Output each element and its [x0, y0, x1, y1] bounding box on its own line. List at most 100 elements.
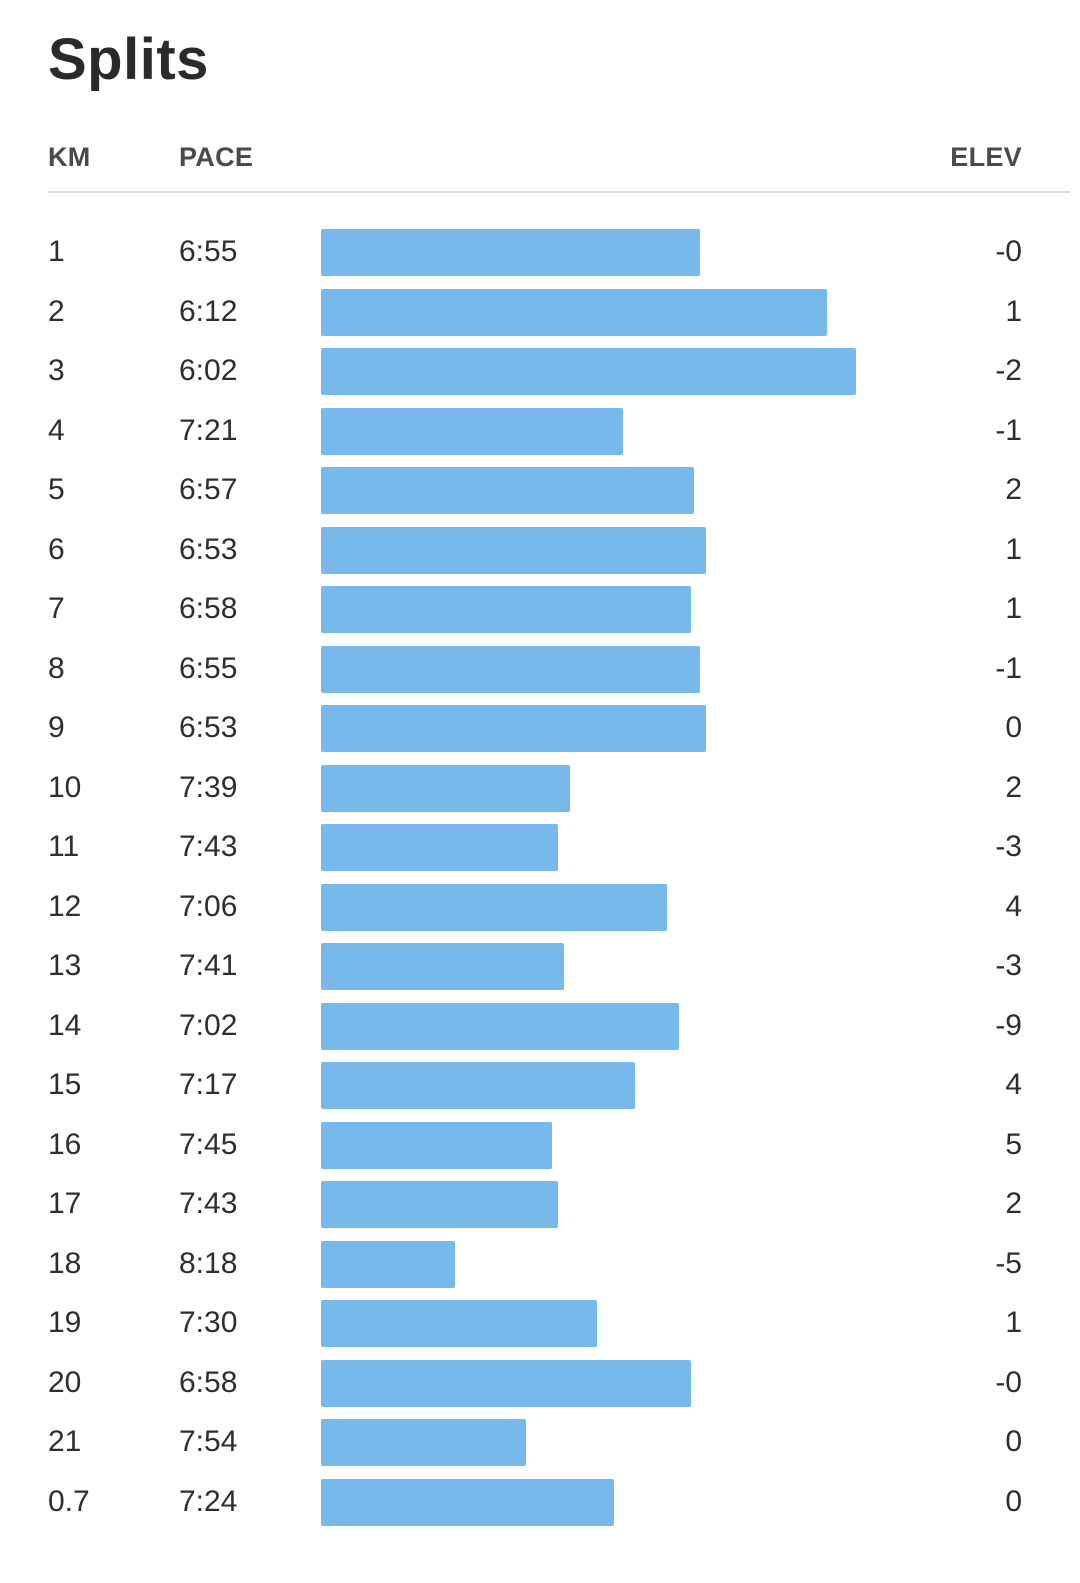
split-elev: -0 — [995, 235, 1022, 268]
pace-bar — [321, 407, 623, 455]
split-elev: -3 — [995, 949, 1022, 982]
split-row: 8 6:55 -1 — [0, 640, 1080, 700]
split-row: 5 6:57 2 — [0, 461, 1080, 521]
pace-bar — [321, 288, 827, 336]
split-elev: 2 — [1005, 473, 1022, 506]
split-km: 4 — [48, 413, 65, 447]
split-row: 3 6:02 -2 — [0, 342, 1080, 402]
pace-bar — [321, 526, 706, 574]
split-elev: -1 — [995, 413, 1022, 447]
split-elev: 4 — [1005, 1068, 1022, 1101]
split-elev: -2 — [995, 354, 1022, 387]
split-row: 12 7:06 4 — [0, 878, 1080, 938]
column-header-pace: PACE — [179, 142, 254, 172]
split-pace: 6:55 — [179, 235, 238, 268]
column-header-elev: ELEV — [950, 142, 1022, 172]
pace-bar — [321, 1478, 614, 1526]
split-pace: 6:53 — [179, 532, 238, 566]
split-row: 7 6:58 1 — [0, 580, 1080, 640]
split-pace: 7:21 — [179, 413, 238, 447]
split-km: 15 — [48, 1068, 82, 1101]
split-row: 6 6:53 1 — [0, 521, 1080, 581]
split-pace: 7:43 — [179, 830, 238, 863]
split-km: 0.7 — [48, 1484, 90, 1518]
pace-bar — [321, 883, 667, 931]
split-row: 10 7:39 2 — [0, 759, 1080, 819]
split-km: 17 — [48, 1187, 82, 1220]
split-km: 3 — [48, 354, 65, 387]
split-elev: 4 — [1005, 889, 1022, 923]
pace-bar — [321, 1121, 552, 1169]
split-km: 5 — [48, 473, 65, 506]
split-elev: 1 — [1005, 1306, 1022, 1339]
split-pace: 7:43 — [179, 1187, 238, 1220]
split-pace: 6:12 — [179, 294, 238, 328]
split-elev: 5 — [1005, 1127, 1022, 1161]
split-row: 9 6:53 0 — [0, 699, 1080, 759]
split-pace: 7:45 — [179, 1127, 238, 1161]
split-km: 21 — [48, 1425, 82, 1458]
split-km: 16 — [48, 1127, 82, 1161]
split-row: 1 6:55 -0 — [0, 223, 1080, 283]
split-elev: 1 — [1005, 592, 1022, 625]
split-pace: 7:24 — [179, 1484, 238, 1518]
split-row: 2 6:12 1 — [0, 283, 1080, 343]
split-km: 14 — [48, 1008, 82, 1042]
splits-list: 1 6:55 -0 2 6:12 1 3 6:02 -2 4 7:21 -1 5 6:57 2 6 6:53 1 7… — [0, 223, 1080, 1532]
split-km: 1 — [48, 235, 65, 268]
split-km: 13 — [48, 949, 82, 982]
split-pace: 7:54 — [179, 1425, 238, 1458]
split-row: 20 6:58 -0 — [0, 1354, 1080, 1414]
split-elev: 0 — [1005, 1484, 1022, 1518]
split-km: 20 — [48, 1365, 82, 1399]
split-row: 19 7:30 1 — [0, 1294, 1080, 1354]
pace-bar — [321, 229, 700, 276]
split-row: 18 8:18 -5 — [0, 1235, 1080, 1295]
split-pace: 7:06 — [179, 889, 238, 923]
split-elev: -3 — [995, 830, 1022, 863]
split-km: 7 — [48, 592, 65, 625]
split-pace: 7:17 — [179, 1068, 238, 1101]
split-km: 19 — [48, 1306, 82, 1339]
page-title: Splits — [48, 27, 209, 92]
split-pace: 8:18 — [179, 1246, 238, 1280]
split-km: 18 — [48, 1246, 82, 1280]
split-elev: 1 — [1005, 532, 1022, 566]
pace-bar — [321, 1359, 691, 1407]
split-pace: 6:58 — [179, 1365, 238, 1399]
split-km: 12 — [48, 889, 82, 923]
split-elev: -9 — [995, 1008, 1022, 1042]
split-km: 8 — [48, 651, 65, 685]
split-row: 15 7:17 4 — [0, 1056, 1080, 1116]
pace-bar — [321, 764, 570, 812]
split-elev: 0 — [1005, 711, 1022, 744]
pace-bar — [321, 1240, 455, 1288]
split-row: 4 7:21 -1 — [0, 402, 1080, 462]
split-pace: 7:02 — [179, 1008, 238, 1042]
split-elev: -1 — [995, 651, 1022, 685]
split-pace: 6:53 — [179, 711, 238, 744]
pace-bar — [321, 824, 558, 871]
split-km: 11 — [48, 830, 80, 863]
header-divider — [48, 191, 1070, 193]
split-pace: 7:39 — [179, 770, 238, 804]
pace-bar — [321, 1002, 679, 1050]
pace-bar — [321, 1419, 526, 1466]
pace-bar — [321, 1181, 558, 1228]
column-header-km: KM — [48, 142, 91, 172]
split-km: 9 — [48, 711, 65, 744]
split-elev: 2 — [1005, 770, 1022, 804]
split-row: 14 7:02 -9 — [0, 997, 1080, 1057]
split-elev: 1 — [1005, 294, 1022, 328]
split-pace: 6:55 — [179, 651, 238, 685]
split-pace: 6:58 — [179, 592, 238, 625]
split-row: 16 7:45 5 — [0, 1116, 1080, 1176]
pace-bar — [321, 1300, 597, 1347]
split-pace: 6:57 — [179, 473, 238, 506]
split-elev: -5 — [995, 1246, 1022, 1280]
split-pace: 7:30 — [179, 1306, 238, 1339]
split-km: 2 — [48, 294, 65, 328]
split-row: 17 7:43 2 — [0, 1175, 1080, 1235]
pace-bar — [321, 586, 691, 633]
split-elev: -0 — [995, 1365, 1022, 1399]
